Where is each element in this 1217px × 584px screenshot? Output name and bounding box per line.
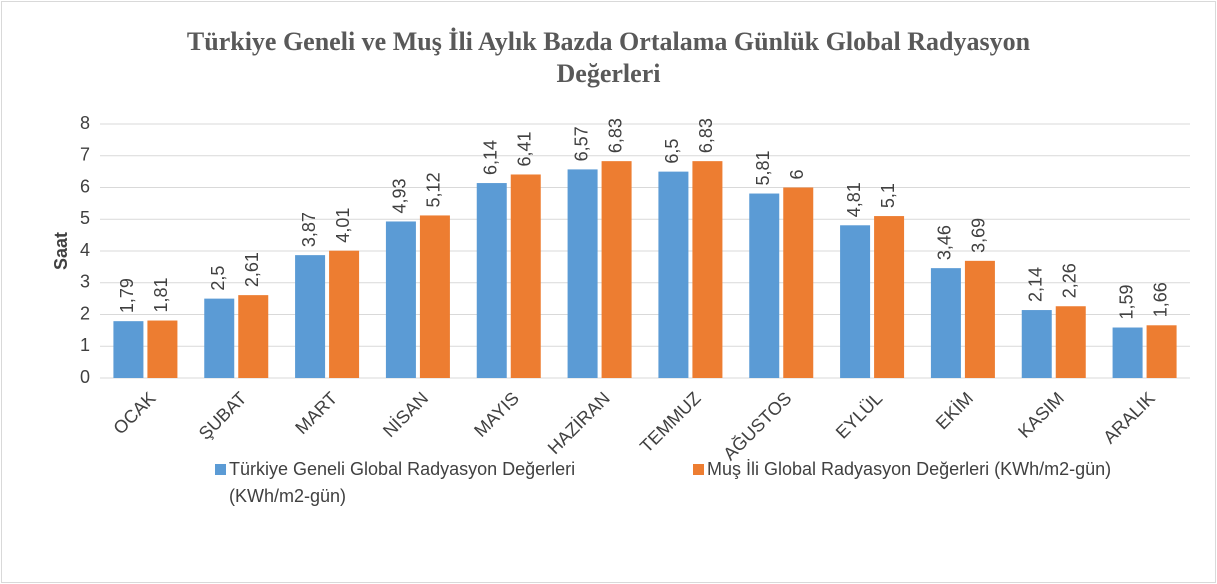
chart-title: Türkiye Geneli ve Muş İli Aylık Bazda Or…: [186, 27, 1031, 88]
value-label: 6,41: [515, 131, 535, 166]
value-label: 6: [787, 169, 807, 179]
x-tick-label: OCAK: [109, 388, 159, 438]
value-label: 3,46: [935, 225, 955, 260]
value-label: 6,83: [696, 118, 716, 153]
bar: [113, 321, 144, 378]
value-label: 6,5: [662, 139, 682, 164]
bar: [783, 187, 814, 378]
value-label: 2,61: [242, 252, 262, 287]
value-label: 3,87: [299, 212, 319, 247]
value-label: 1,59: [1116, 284, 1136, 319]
bar: [295, 255, 326, 378]
value-label: 3,69: [969, 218, 989, 253]
bar: [1021, 310, 1052, 378]
x-tick-label: MAYIS: [470, 388, 523, 441]
legend-swatch: [215, 464, 226, 475]
y-tick-label: 7: [80, 145, 90, 165]
x-tick-label: MART: [291, 388, 341, 438]
x-tick-label: TEMMUZ: [636, 388, 705, 457]
value-label: 6,57: [571, 126, 591, 161]
y-axis-label: Saat: [51, 232, 71, 270]
bar: [601, 161, 632, 378]
bar: [476, 183, 507, 378]
bar: [930, 268, 961, 378]
x-tick-label: KASIM: [1014, 388, 1068, 442]
bar: [964, 260, 995, 378]
bar: [1055, 306, 1086, 378]
value-label: 5,12: [424, 172, 444, 207]
x-tick-label: NİSAN: [379, 388, 432, 441]
legend-item: Türkiye Geneli Global Radyasyon Değerler…: [215, 456, 635, 510]
x-tick-label: HAZİRAN: [544, 388, 614, 458]
bar: [147, 320, 178, 378]
y-tick-label: 3: [80, 272, 90, 292]
x-tick-label: ŞUBAT: [195, 388, 251, 444]
value-label: 4,81: [844, 182, 864, 217]
value-label: 5,1: [878, 183, 898, 208]
bar: [204, 298, 235, 378]
y-tick-label: 0: [80, 367, 90, 387]
value-label: 4,01: [333, 208, 353, 243]
y-tick-label: 6: [80, 176, 90, 196]
bar: [329, 250, 360, 378]
bar: [238, 295, 269, 378]
bar: [419, 215, 450, 378]
value-label: 1,79: [117, 278, 137, 313]
bar: [385, 221, 416, 378]
x-tick-label: AĞUSTOS: [719, 387, 796, 464]
x-tick-label: EYLÜL: [832, 388, 886, 442]
bar: [567, 169, 598, 378]
bar: [749, 193, 780, 378]
value-label: 2,26: [1060, 263, 1080, 298]
bar: [510, 174, 541, 378]
y-tick-label: 5: [80, 208, 90, 228]
value-label: 1,81: [151, 277, 171, 312]
legend-swatch: [693, 464, 704, 475]
value-label: 5,81: [753, 150, 773, 185]
bar: [840, 225, 871, 378]
y-tick-label: 4: [80, 240, 90, 260]
bar: [1112, 327, 1143, 378]
value-label: 6,83: [605, 118, 625, 153]
y-tick-label: 1: [80, 335, 90, 355]
value-label: 4,93: [390, 178, 410, 213]
x-tick-label: ARALIK: [1099, 388, 1158, 447]
bar: [874, 216, 905, 378]
y-tick-label: 8: [80, 113, 90, 133]
value-label: 2,14: [1026, 267, 1046, 302]
value-label: 2,5: [208, 266, 228, 291]
value-label: 1,66: [1150, 282, 1170, 317]
y-tick-label: 2: [80, 303, 90, 323]
bar: [1146, 325, 1177, 378]
legend-label: Türkiye Geneli Global Radyasyon Değerler…: [229, 459, 576, 506]
bar: [692, 161, 723, 378]
legend-item: Muş İli Global Radyasyon Değerleri (KWh/…: [693, 456, 1113, 483]
legend-label: Muş İli Global Radyasyon Değerleri (KWh/…: [707, 459, 1112, 479]
value-label: 6,14: [481, 140, 501, 175]
bar: [658, 171, 689, 378]
x-tick-label: EKİM: [932, 388, 977, 433]
